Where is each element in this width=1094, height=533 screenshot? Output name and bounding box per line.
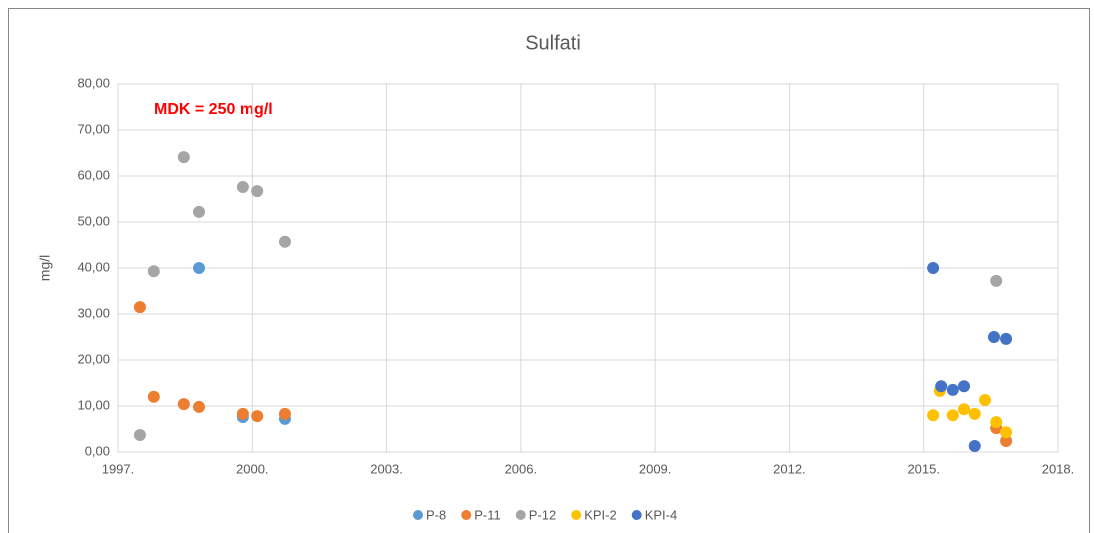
point [990, 274, 1003, 287]
point [177, 151, 190, 164]
point [193, 262, 206, 274]
point [1000, 332, 1013, 345]
legend-marker [515, 510, 526, 520]
legend-marker [413, 510, 423, 520]
legend-marker [571, 510, 582, 520]
point [927, 262, 940, 274]
point [133, 428, 146, 441]
x-tick-label: 2012. [773, 461, 806, 476]
point [990, 416, 1003, 429]
point [1000, 434, 1013, 447]
point [236, 407, 249, 420]
point [987, 331, 1000, 343]
legend-marker [631, 510, 642, 520]
x-tick-label: 2015. [907, 461, 940, 476]
annotation: MDK = 250 mg/l [154, 101, 273, 118]
point [251, 185, 264, 198]
legend-label: KPI-4 [645, 507, 678, 522]
point [251, 410, 264, 423]
chart-frame [8, 8, 1090, 533]
y-tick-label: 30,00 [77, 305, 110, 320]
x-tick-label: 2006. [505, 461, 538, 476]
point [958, 380, 970, 393]
chart-title: Sulfati [525, 32, 581, 54]
point [236, 181, 249, 194]
point [193, 400, 206, 413]
point [147, 265, 160, 278]
y-tick-label: 40,00 [77, 259, 110, 274]
point [1000, 426, 1013, 439]
x-tick-label: 2009. [639, 461, 672, 476]
point [968, 407, 981, 420]
y-tick-label: 50,00 [77, 213, 110, 228]
point [177, 398, 190, 411]
y-tick-label: 20,00 [77, 351, 110, 366]
point [968, 440, 981, 453]
point [278, 235, 291, 248]
x-tick-label: 2018. [1042, 461, 1075, 476]
y-tick-label: 10,00 [77, 397, 110, 412]
x-tick-label: 2000. [236, 461, 269, 476]
y-tick-label: 60,00 [77, 167, 110, 182]
point [946, 383, 959, 396]
point [979, 394, 992, 407]
legend-label: P-12 [529, 507, 556, 522]
legend-label: P-8 [426, 507, 446, 522]
y-tick-label: 70,00 [77, 121, 110, 136]
point [958, 403, 970, 416]
point [133, 301, 146, 314]
point [193, 205, 206, 218]
point [278, 407, 291, 420]
point [927, 409, 940, 422]
y-tick-label: 0,00 [85, 443, 110, 458]
point [147, 390, 160, 403]
legend-label: P-11 [474, 507, 501, 522]
point [946, 409, 959, 422]
y-axis-label: mg/l [37, 255, 53, 281]
legend-label: KPI-2 [584, 507, 617, 522]
y-tick-label: 80,00 [77, 75, 110, 90]
point [935, 380, 948, 393]
legend-marker [461, 510, 472, 520]
x-tick-label: 1997. [102, 461, 135, 476]
x-tick-label: 2003. [370, 461, 403, 476]
